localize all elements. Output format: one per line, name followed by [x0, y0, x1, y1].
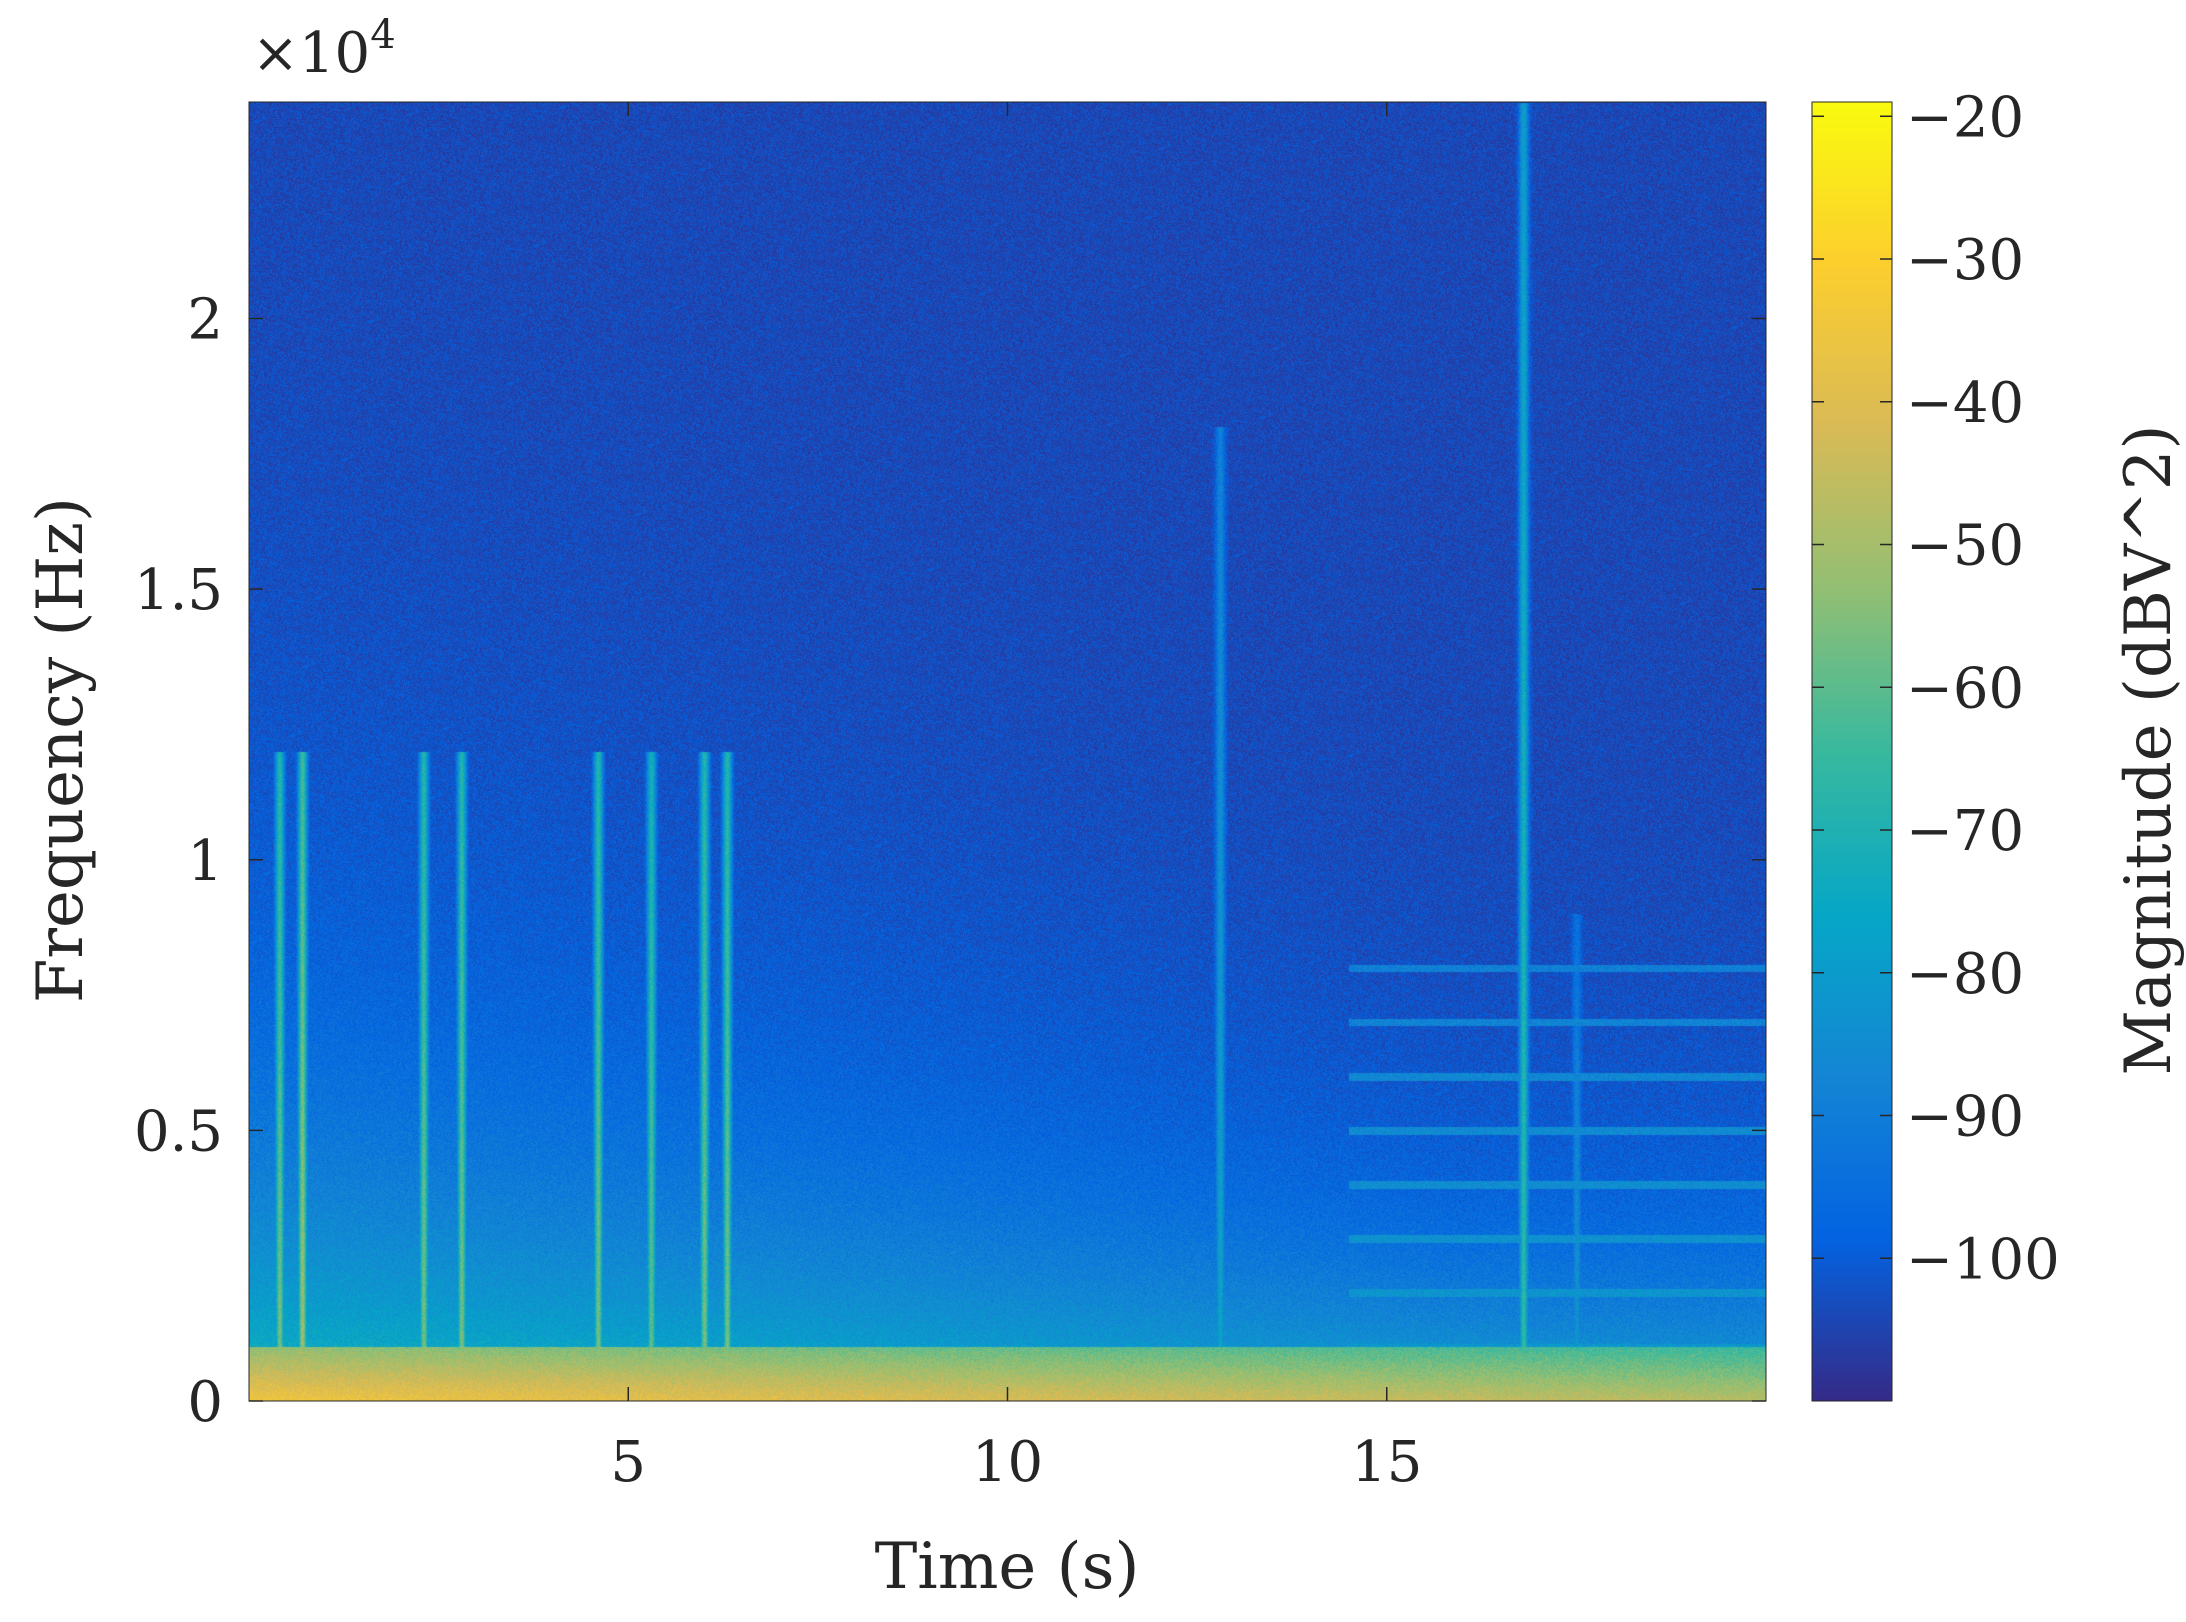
x-tick-label: 10: [972, 1430, 1043, 1495]
y-tick-label: 2: [187, 288, 223, 353]
colorbar-tick-label: −60: [1906, 656, 2024, 721]
x-tick-label: 15: [1351, 1430, 1422, 1495]
y-tick-label: 1: [187, 829, 223, 894]
colorbar-tick-label: −100: [1906, 1227, 2060, 1292]
colorbar-tick-label: −90: [1906, 1085, 2024, 1150]
x-axis-label: Time (s): [875, 1530, 1140, 1604]
x-tick-label: 5: [610, 1430, 646, 1495]
colorbar: −20 −30 −40 −50 −60 −70 −80 −90 −100 Magnitude (…: [1811, 85, 2186, 1402]
plot-area: [248, 101, 1767, 1402]
x-axis: 5 10 15: [610, 102, 1422, 1495]
colorbar-ticks: −20 −30 −40 −50 −60 −70 −80 −90 −100: [1812, 85, 2060, 1292]
colorbar-label: Magnitude (dBV^2): [2112, 425, 2186, 1076]
colorbar-tick-label: −20: [1906, 85, 2024, 150]
colorbar-tick-label: −30: [1906, 228, 2024, 293]
y-axis: 0 0.5 1 1.5 2: [134, 288, 1766, 1435]
y-tick-label: 0.5: [134, 1099, 223, 1164]
spectrogram-image: [249, 102, 1766, 1401]
y-tick-label: 0: [187, 1370, 223, 1435]
colorbar-tick-label: −80: [1906, 942, 2024, 1007]
colorbar-tick-label: −40: [1906, 371, 2024, 436]
y-tick-label: 1.5: [134, 558, 223, 623]
y-axis-label: Frequency (Hz): [24, 497, 98, 1003]
colorbar-tick-label: −50: [1906, 514, 2024, 579]
colorbar-tick-label: −70: [1906, 799, 2024, 864]
y-exponent-label: ×104: [252, 12, 396, 86]
colorbar-fill: [1811, 101, 1893, 1402]
